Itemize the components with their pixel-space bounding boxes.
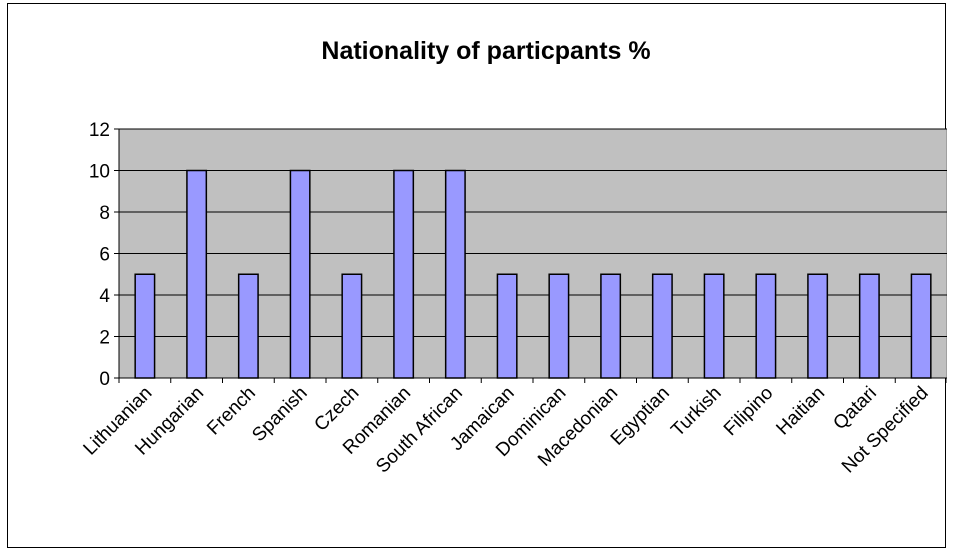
chart-title: Nationality of particpants % bbox=[321, 37, 650, 65]
x-axis-labels: LithuanianHungarianFrenchSpanishCzechRom… bbox=[80, 383, 933, 478]
bar-czech bbox=[341, 273, 363, 379]
x-category-label: Filipino bbox=[720, 383, 777, 440]
bar-lithuanian bbox=[134, 273, 156, 379]
x-category-label: Spanish bbox=[248, 383, 311, 446]
bar-dominican bbox=[548, 273, 570, 379]
y-tick-label: 10 bbox=[89, 162, 110, 183]
bars bbox=[134, 169, 932, 379]
bar-french bbox=[237, 273, 259, 379]
y-tick-label: 6 bbox=[99, 245, 110, 266]
y-tick-label: 12 bbox=[89, 120, 110, 141]
bar-spanish bbox=[289, 169, 311, 379]
x-category-label: Turkish bbox=[667, 383, 725, 441]
y-axis-ticks: 0 2 4 6 8 10 12 bbox=[89, 120, 119, 390]
y-tick-label: 8 bbox=[99, 203, 110, 224]
chart-frame: Nationality of particpants % 0 2 4 6 8 10 12 L… bbox=[7, 3, 947, 548]
bar-romanian bbox=[393, 169, 415, 379]
bar-not-specified bbox=[910, 273, 932, 379]
y-tick-label: 4 bbox=[99, 286, 110, 307]
x-category-label: Haitian bbox=[772, 383, 829, 440]
bar-south-african bbox=[444, 169, 466, 379]
bar-turkish bbox=[703, 273, 725, 379]
y-tick-label: 2 bbox=[99, 328, 110, 349]
bar-chart: Nationality of particpants % 0 2 4 6 8 10 12 L… bbox=[80, 37, 947, 478]
y-tick-label: 0 bbox=[99, 369, 110, 390]
x-axis-ticks bbox=[118, 378, 947, 383]
bar-qatari bbox=[858, 273, 880, 379]
bar-macedonian bbox=[600, 273, 622, 379]
bar-haitian bbox=[807, 273, 829, 379]
bar-filipino bbox=[755, 273, 777, 379]
bar-jamaican bbox=[496, 273, 518, 379]
bar-hungarian bbox=[186, 169, 208, 379]
bar-egyptian bbox=[651, 273, 673, 379]
